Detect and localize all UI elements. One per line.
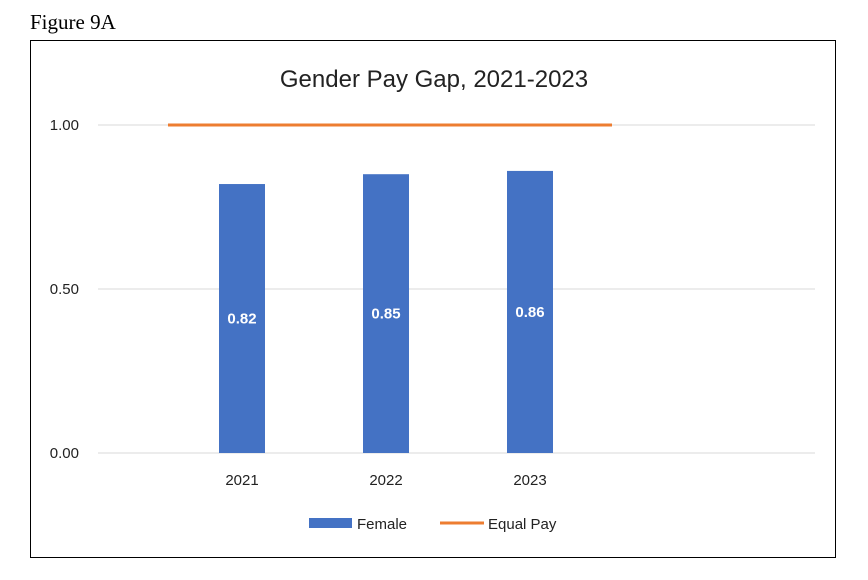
y-tick-label: 0.00 xyxy=(50,445,79,462)
chart-frame xyxy=(30,40,836,558)
legend: Female Equal Pay xyxy=(309,516,557,533)
chart-title: Gender Pay Gap, 2021-2023 xyxy=(280,66,588,93)
y-tick-label: 0.50 xyxy=(50,281,79,298)
x-tick-label: 2023 xyxy=(513,472,546,489)
bar xyxy=(219,184,265,454)
y-tick-labels: 0.00 0.50 1.00 xyxy=(50,117,79,462)
y-tick-label: 1.00 xyxy=(50,117,79,134)
x-tick-labels: 2021 2022 2023 xyxy=(225,472,546,489)
legend-swatch-female xyxy=(309,518,352,528)
x-tick-label: 2022 xyxy=(369,472,402,489)
grid-lines xyxy=(98,124,815,454)
bar xyxy=(363,174,409,453)
x-tick-label: 2021 xyxy=(225,472,258,489)
legend-label-equal-pay: Equal Pay xyxy=(488,516,557,533)
bar-series: 0.82 0.85 0.86 xyxy=(219,170,553,454)
figure-label: Figure 9A xyxy=(30,10,116,34)
data-label: 0.82 xyxy=(227,311,256,328)
legend-label-female: Female xyxy=(357,516,407,533)
data-label: 0.86 xyxy=(515,304,544,321)
bar xyxy=(507,170,553,454)
data-label: 0.85 xyxy=(371,306,400,323)
